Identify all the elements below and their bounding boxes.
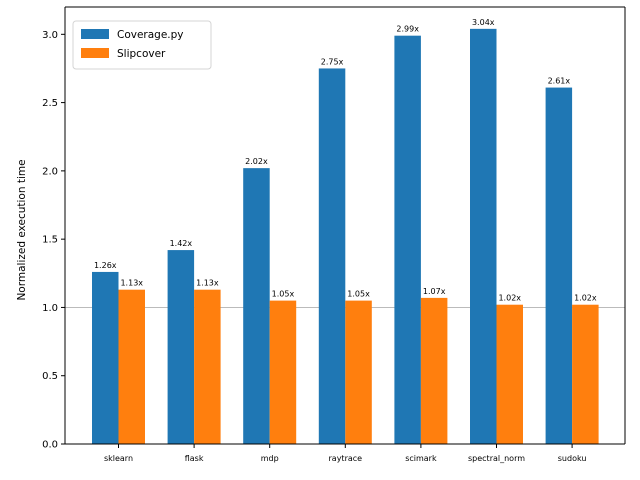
legend-swatch [81, 29, 109, 39]
legend-label: Slipcover [117, 48, 166, 60]
bar-slipcover-sudoku [572, 304, 599, 444]
data-label: 1.26x [94, 261, 117, 270]
y-axis-label: Normalized execution time [16, 159, 28, 300]
y-tick-label: 3.0 [42, 30, 58, 41]
legend-swatch [81, 48, 109, 58]
data-label: 2.99x [396, 25, 419, 34]
bar-coverage-py-sklearn [92, 271, 119, 444]
bar-coverage-py-raytrace [318, 68, 346, 444]
bar-coverage-py-mdp [243, 168, 270, 445]
data-label: 1.05x [347, 290, 370, 299]
data-label: 1.02x [498, 294, 521, 303]
y-tick-label: 2.0 [42, 166, 58, 177]
data-label: 1.02x [574, 294, 597, 303]
data-label: 2.61x [548, 77, 571, 86]
x-tick-label: raytrace [329, 454, 363, 463]
data-label: 1.05x [272, 290, 295, 299]
x-tick-label: mdp [261, 454, 279, 463]
plot-area: 1.26x 1.42x 2.02x 2.75x 2.99x 3.04x 2.61x 1.13x… [42, 6, 626, 463]
bar-coverage-py-sudoku [545, 87, 573, 445]
bar-slipcover-flask [194, 289, 221, 444]
bar-slipcover-spectral-norm [496, 304, 523, 444]
y-tick-label: 1.0 [42, 303, 58, 314]
data-label: 2.75x [321, 57, 344, 66]
data-label: 1.13x [120, 279, 143, 288]
x-tick-label: sklearn [104, 454, 133, 463]
x-tick-label: spectral_norm [468, 454, 525, 463]
bar-slipcover-raytrace [345, 300, 372, 444]
y-tick-label: 0.0 [42, 440, 58, 451]
data-label: 1.07x [423, 287, 446, 296]
data-label: 1.13x [196, 279, 219, 288]
y-tick-label: 1.5 [42, 235, 58, 246]
data-label: 2.02x [245, 157, 268, 166]
legend: Coverage.py Slipcover [72, 20, 212, 70]
x-tick-label: flask [185, 454, 204, 463]
bar-coverage-py-flask [167, 250, 195, 444]
bar-slipcover-scimark [420, 297, 448, 444]
data-label: 3.04x [472, 18, 495, 27]
bar-coverage-py-spectral-norm [470, 28, 497, 444]
x-tick-label: sudoku [558, 454, 587, 463]
y-tick-label: 0.5 [42, 371, 58, 382]
bar-slipcover-sklearn [118, 289, 145, 444]
y-tick-label: 2.5 [42, 98, 58, 109]
x-tick-label: scimark [405, 454, 437, 463]
bar-coverage-py-scimark [394, 35, 421, 444]
bar-slipcover-mdp [269, 300, 297, 444]
data-label: 1.42x [170, 239, 193, 248]
legend-label: Coverage.py [117, 29, 184, 41]
